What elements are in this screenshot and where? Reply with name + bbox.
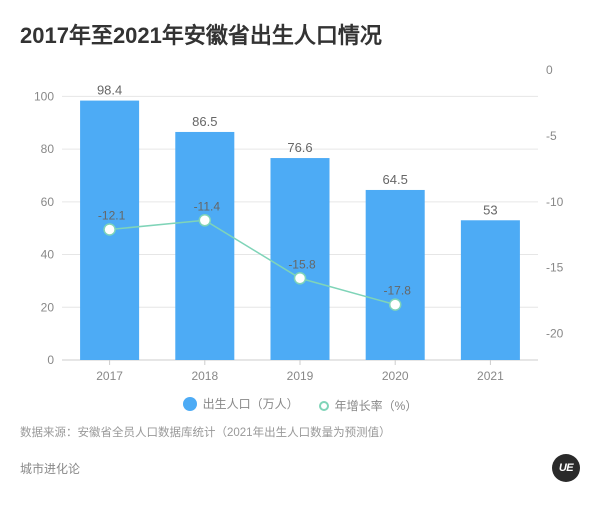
- svg-text:-12.1: -12.1: [98, 209, 126, 223]
- svg-text:40: 40: [41, 248, 55, 262]
- svg-text:-10: -10: [546, 195, 564, 209]
- svg-text:64.5: 64.5: [383, 172, 408, 187]
- svg-text:-5: -5: [546, 129, 557, 143]
- svg-text:2017: 2017: [96, 369, 123, 383]
- legend-dot-icon: [319, 401, 329, 411]
- legend-item: 年增长率（%）: [319, 397, 418, 414]
- svg-text:2021: 2021: [477, 369, 504, 383]
- svg-text:53: 53: [483, 202, 497, 217]
- logo-text: UE: [559, 462, 573, 474]
- brand-logo: UE: [552, 454, 580, 482]
- svg-text:2019: 2019: [287, 369, 314, 383]
- svg-text:60: 60: [41, 195, 55, 209]
- svg-text:80: 80: [41, 142, 55, 156]
- svg-text:100: 100: [34, 89, 54, 103]
- svg-text:2018: 2018: [191, 369, 218, 383]
- chart-area: 0 20 40 60 80 100 0 -5 -10 -15 -20 98.4 86.5 76.6 64.5…: [20, 56, 580, 391]
- chart-title: 2017年至2021年安徽省出生人口情况: [20, 18, 580, 50]
- svg-text:0: 0: [546, 63, 553, 77]
- chart-svg: 0 20 40 60 80 100 0 -5 -10 -15 -20 98.4 86.5 76.6 64.5…: [20, 56, 580, 386]
- svg-text:-20: -20: [546, 327, 564, 341]
- legend-item: 出生人口（万人）: [183, 395, 299, 412]
- legend-bar-icon: [183, 397, 197, 411]
- svg-text:-17.8: -17.8: [384, 284, 412, 298]
- svg-text:86.5: 86.5: [192, 114, 217, 129]
- svg-text:0: 0: [47, 353, 54, 367]
- data-source: 数据来源：安徽省全员人口数据库统计（2021年出生人口数量为预测值）: [20, 424, 580, 440]
- svg-text:76.6: 76.6: [287, 140, 312, 155]
- svg-text:-15.8: -15.8: [288, 257, 316, 271]
- svg-text:20: 20: [41, 300, 55, 314]
- svg-text:98.4: 98.4: [97, 83, 122, 98]
- legend: 出生人口（万人） 年增长率（%）: [20, 395, 580, 414]
- footer: 城市进化论 UE: [20, 454, 580, 482]
- chart-container: 2017年至2021年安徽省出生人口情况 0 20 40 60 80 100 0 -5 -10 -…: [0, 0, 600, 510]
- svg-text:-15: -15: [546, 261, 564, 275]
- legend-label: 出生人口（万人）: [203, 395, 299, 412]
- legend-label: 年增长率（%）: [335, 397, 418, 414]
- brand-label: 城市进化论: [20, 460, 80, 477]
- svg-text:2020: 2020: [382, 369, 409, 383]
- svg-text:-11.4: -11.4: [194, 199, 221, 213]
